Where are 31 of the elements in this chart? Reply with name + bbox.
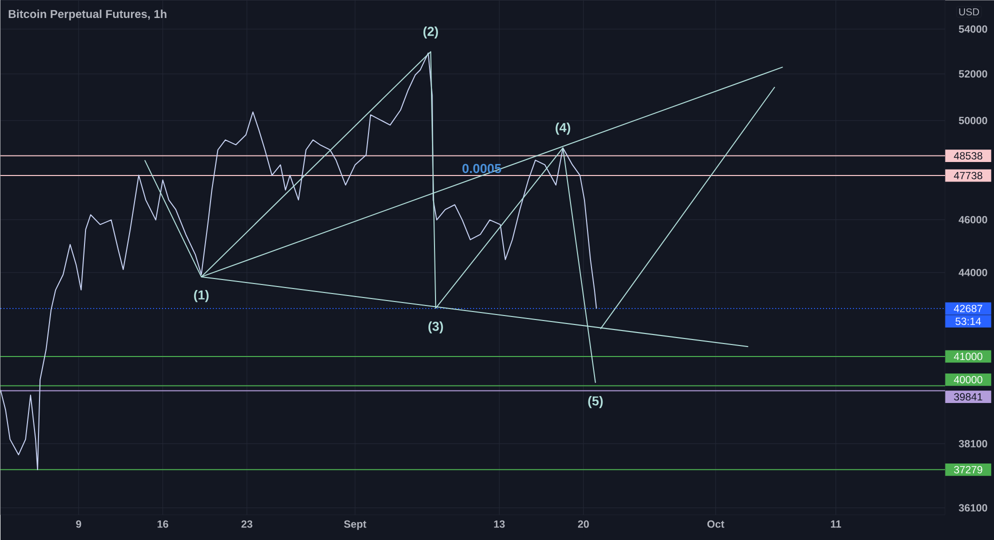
ref-line-label: 47738: [954, 172, 982, 180]
ref-line-label: 48538: [954, 152, 982, 160]
ref-line-label: 39841: [954, 393, 982, 401]
text: Bitcoin Perpetual Futures, 1h: [8, 10, 166, 20]
text: 53:14: [956, 318, 981, 326]
annotation: (2): [423, 26, 438, 39]
ref-line-label: 42687: [954, 304, 982, 312]
x-tick-label: 16: [158, 520, 168, 528]
x-tick-label: Sept: [344, 520, 366, 530]
y-tick-label: 52000: [958, 70, 988, 78]
y-tick-label: 50000: [958, 116, 988, 124]
ref-line-label: 37279: [954, 466, 982, 474]
x-tick-label: 9: [76, 520, 82, 528]
y-tick-label: 54000: [958, 25, 988, 33]
x-tick-label: 20: [578, 520, 589, 528]
x-tick-label: 11: [830, 520, 842, 528]
y-tick-label: 46000: [958, 216, 988, 224]
y-axis-title: USD: [959, 8, 980, 16]
annotation: (4): [556, 122, 570, 135]
annotation: 0.0005: [462, 164, 502, 174]
ref-line-label: 40000: [954, 376, 982, 384]
annotation: (1): [194, 290, 209, 302]
annotation: (5): [588, 396, 603, 408]
y-tick-label: 44000: [958, 268, 988, 276]
annotation: (3): [428, 321, 443, 334]
ref-line-label: 41000: [954, 352, 982, 360]
y-tick-label: 38100: [958, 440, 988, 448]
x-tick-label: 23: [241, 520, 252, 528]
x-tick-label: 13: [494, 520, 505, 528]
y-tick-label: 36100: [958, 504, 988, 512]
x-tick-label: Oct: [707, 520, 724, 528]
